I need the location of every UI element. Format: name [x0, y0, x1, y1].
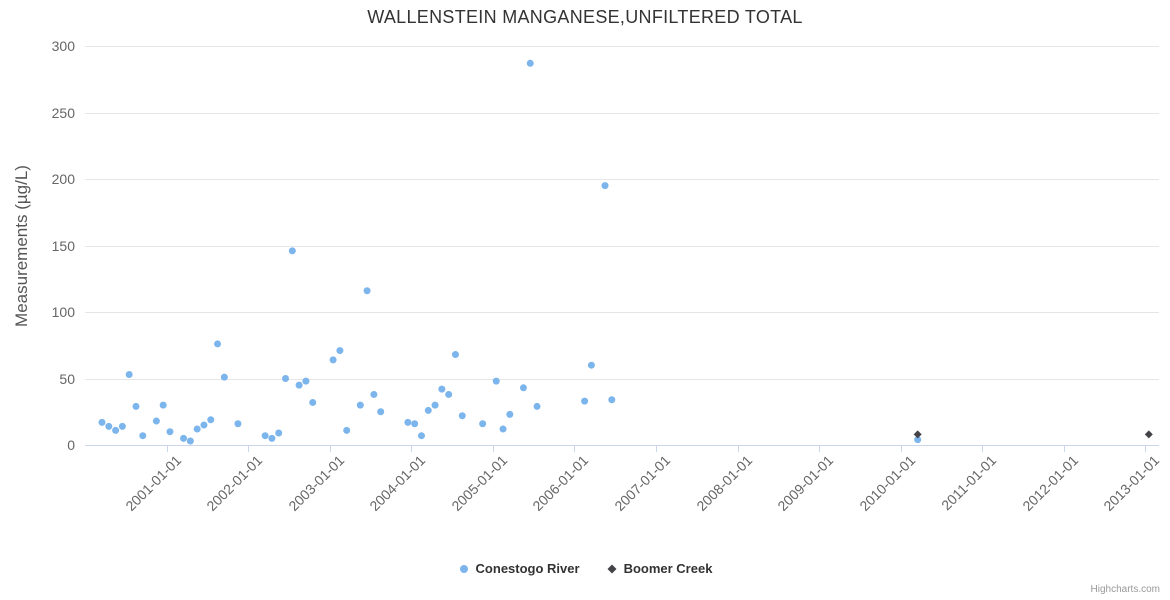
data-point-conestogo-river[interactable] [587, 361, 595, 369]
circle-marker-icon [459, 564, 468, 573]
data-point-conestogo-river[interactable] [377, 408, 385, 416]
data-point-conestogo-river[interactable] [152, 417, 160, 425]
data-point-conestogo-river[interactable] [519, 384, 527, 392]
data-point-conestogo-river[interactable] [417, 432, 425, 440]
data-point-conestogo-river[interactable] [438, 385, 446, 393]
data-point-conestogo-river[interactable] [336, 347, 344, 355]
y-axis-label: 200 [51, 171, 75, 187]
data-point-conestogo-river[interactable] [220, 373, 228, 381]
data-point-conestogo-river[interactable] [445, 390, 453, 398]
legend-label-boomer-creek: Boomer Creek [623, 561, 713, 576]
data-point-conestogo-river[interactable] [370, 390, 378, 398]
data-point-conestogo-river[interactable] [125, 371, 133, 379]
data-point-conestogo-river[interactable] [424, 406, 432, 414]
data-point-conestogo-river[interactable] [282, 375, 290, 382]
data-point-conestogo-river[interactable] [180, 434, 188, 442]
data-point-conestogo-river[interactable] [458, 412, 466, 420]
data-point-conestogo-river[interactable] [186, 437, 194, 445]
data-point-conestogo-river[interactable] [309, 398, 317, 406]
data-point-conestogo-river[interactable] [200, 421, 208, 429]
data-point-conestogo-river[interactable] [112, 426, 120, 434]
data-point-conestogo-river[interactable] [431, 401, 439, 409]
data-point-conestogo-river[interactable] [98, 418, 106, 426]
data-point-conestogo-river[interactable] [193, 425, 201, 433]
y-axis-label: 0 [67, 437, 75, 453]
y-axis-label: 100 [51, 304, 75, 320]
data-point-conestogo-river[interactable] [288, 247, 296, 255]
data-point-conestogo-river[interactable] [533, 402, 541, 410]
y-axis-label: 250 [51, 104, 75, 121]
data-point-conestogo-river[interactable] [275, 429, 283, 437]
data-point-conestogo-river[interactable] [526, 59, 534, 67]
y-axis-label: 300 [51, 38, 75, 54]
data-point-conestogo-river[interactable] [363, 287, 371, 295]
data-point-conestogo-river[interactable] [356, 401, 364, 409]
data-point-conestogo-river[interactable] [329, 356, 337, 364]
data-point-conestogo-river[interactable] [302, 377, 310, 385]
data-point-conestogo-river[interactable] [132, 402, 140, 410]
data-point-conestogo-river[interactable] [492, 377, 500, 385]
data-point-conestogo-river[interactable] [608, 396, 616, 404]
data-point-conestogo-river[interactable] [214, 340, 222, 348]
diamond-marker-icon [607, 564, 617, 573]
data-point-conestogo-river[interactable] [404, 418, 412, 426]
data-point-boomer-creek[interactable] [1144, 430, 1153, 439]
data-point-conestogo-river[interactable] [581, 397, 589, 405]
data-point-conestogo-river[interactable] [295, 381, 303, 389]
credits-link[interactable]: Highcharts.com [1090, 584, 1160, 595]
data-point-conestogo-river[interactable] [105, 422, 113, 430]
data-point-conestogo-river[interactable] [499, 425, 507, 433]
data-point-conestogo-river[interactable] [601, 182, 609, 190]
data-point-conestogo-river[interactable] [451, 351, 459, 359]
legend: Conestogo River Boomer Creek [0, 561, 1170, 576]
legend-item-conestogo-river[interactable]: Conestogo River [458, 561, 580, 576]
chart-title: WALLENSTEIN MANGANESE,UNFILTERED TOTAL [367, 7, 803, 27]
legend-label-conestogo-river: Conestogo River [475, 561, 580, 576]
data-point-conestogo-river[interactable] [207, 416, 215, 424]
data-point-conestogo-river[interactable] [479, 420, 487, 428]
data-point-conestogo-river[interactable] [506, 410, 514, 418]
y-axis-label: 50 [59, 370, 75, 387]
data-point-conestogo-river[interactable] [139, 432, 147, 440]
legend-item-boomer-creek[interactable]: Boomer Creek [606, 561, 713, 576]
data-point-conestogo-river[interactable] [159, 401, 167, 409]
data-point-conestogo-river[interactable] [261, 432, 269, 440]
y-axis-label: 150 [51, 237, 75, 254]
data-point-conestogo-river[interactable] [118, 422, 126, 430]
data-point-conestogo-river[interactable] [914, 436, 922, 444]
data-point-boomer-creek[interactable] [913, 430, 922, 439]
data-point-conestogo-river[interactable] [166, 428, 174, 436]
data-point-conestogo-river[interactable] [343, 426, 351, 434]
data-point-conestogo-river[interactable] [268, 434, 276, 442]
data-point-conestogo-river[interactable] [234, 420, 242, 428]
data-point-conestogo-river[interactable] [411, 420, 419, 428]
